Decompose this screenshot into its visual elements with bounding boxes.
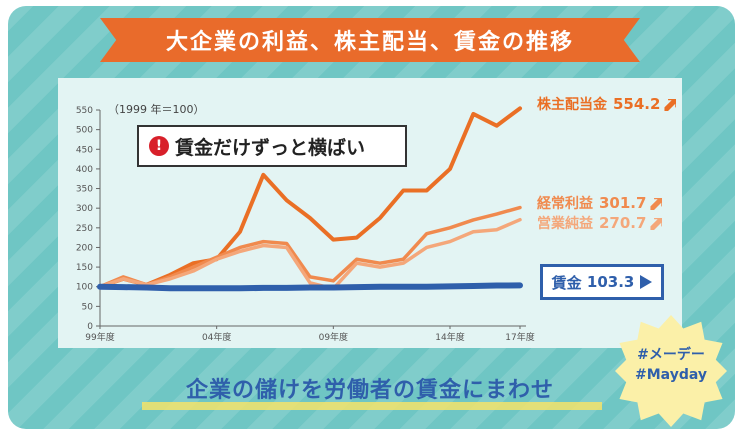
label-ordinary-profit-value: 301.7 [599,194,647,212]
up-arrow-icon [664,99,677,111]
y-tick-label: 550 [76,106,93,116]
y-tick-label: 100 [76,283,93,293]
slogan: 企業の儲けを労働者の賃金にまわせ [185,378,554,403]
y-tick-label: 400 [76,165,93,175]
label-wages: 賃金 103.3 [540,264,664,300]
up-arrow-icon [650,218,663,230]
x-tick-label: 14年度 [435,331,464,343]
title-banner: 大企業の利益、株主配当、賃金の推移 [100,18,640,62]
y-tick-label: 300 [76,204,93,214]
y-tick-label: 500 [76,126,93,136]
label-wages-name: 賃金 [551,273,582,292]
label-dividend: 株主配当金 554.2 [537,94,677,114]
y-tick-label: 350 [76,185,93,195]
note-box: ! 賃金だけずっと横ばい [137,125,407,167]
series-line-1 [98,205,522,289]
y-tick-label: 200 [76,243,93,253]
hashtag-badge-text: #メーデー #Mayday [615,345,727,385]
note-text: 賃金だけずっと横ばい [175,136,366,159]
label-dividend-name: 株主配当金 [537,97,607,113]
right-arrow-icon [640,275,653,289]
exclamation-icon: ! [149,136,169,156]
y-tick-label: 50 [82,302,94,312]
label-operating-profit-name: 営業純益 [537,216,593,232]
y-tick-label: 450 [76,145,93,155]
x-tick-label: 09年度 [319,331,348,343]
hashtag-mayday-en: #Mayday [635,367,707,383]
unit-note: （1999 年＝100） [108,102,205,116]
series-line-3 [97,282,523,292]
up-arrow-icon [650,198,663,210]
hashtag-mayday-jp: #メーデー [637,347,705,363]
y-tick-label: 250 [76,224,93,234]
x-tick-label: 99年度 [85,331,114,343]
label-operating-profit: 営業純益 270.7 [537,213,663,233]
series-line-2 [98,217,522,291]
label-operating-profit-value: 270.7 [599,214,647,232]
label-wages-value: 103.3 [586,273,635,291]
label-dividend-value: 554.2 [613,95,661,113]
slogan-highlight [142,402,602,410]
label-ordinary-profit-name: 経常利益 [537,196,593,212]
y-tick-label: 150 [76,263,93,273]
chart-panel [58,78,682,348]
x-tick-label: 17年度 [505,331,534,343]
series-line-0 [98,106,522,289]
x-tick-label: 04年度 [202,331,231,343]
y-tick-label: 0 [87,322,93,332]
label-ordinary-profit: 経常利益 301.7 [537,193,663,213]
